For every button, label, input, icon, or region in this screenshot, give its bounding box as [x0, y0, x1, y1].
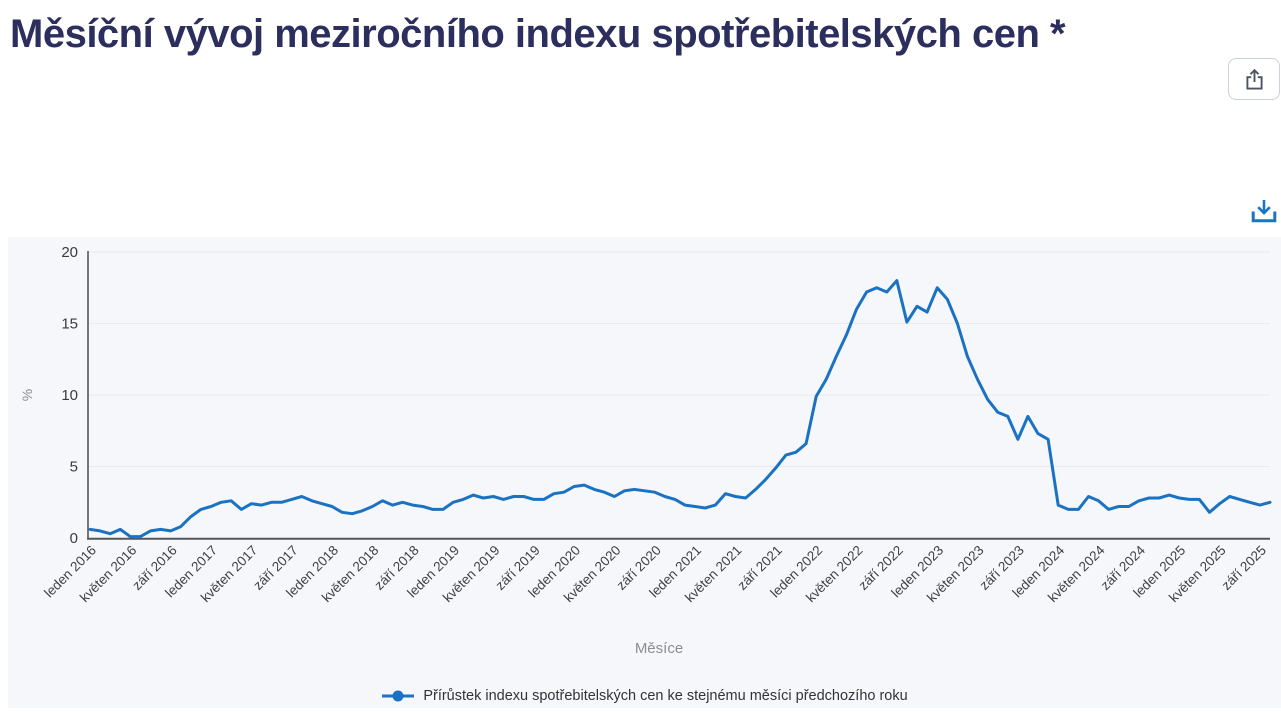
y-tick-label: 10: [61, 387, 78, 404]
legend-series-label: Přírůstek indexu spotřebitelských cen ke…: [423, 688, 908, 704]
x-axis-title: Měsíce: [635, 640, 683, 657]
download-chart-button[interactable]: [1248, 194, 1280, 226]
chart-panel: 0 5 10 15 20 leden 2016 květen 2016 září 2016 le…: [8, 237, 1281, 708]
y-tick-label: 5: [70, 459, 78, 476]
y-tick-label: 20: [61, 244, 78, 261]
y-tick-label: 15: [61, 316, 78, 333]
cpi-data-line: [88, 279, 1272, 539]
chart-legend[interactable]: Přírůstek indexu spotřebitelských cen ke…: [8, 688, 1281, 704]
download-icon: [1250, 197, 1278, 224]
legend-marker-icon: [381, 689, 415, 703]
page-title: Měsíční vývoj meziročního indexu spotřeb…: [10, 12, 1066, 56]
x-tick-label: září 2025: [1219, 543, 1269, 593]
y-tick-label: 0: [70, 530, 78, 547]
share-button[interactable]: [1228, 58, 1280, 100]
y-axis-title: %: [19, 389, 35, 401]
share-icon: [1244, 68, 1265, 91]
